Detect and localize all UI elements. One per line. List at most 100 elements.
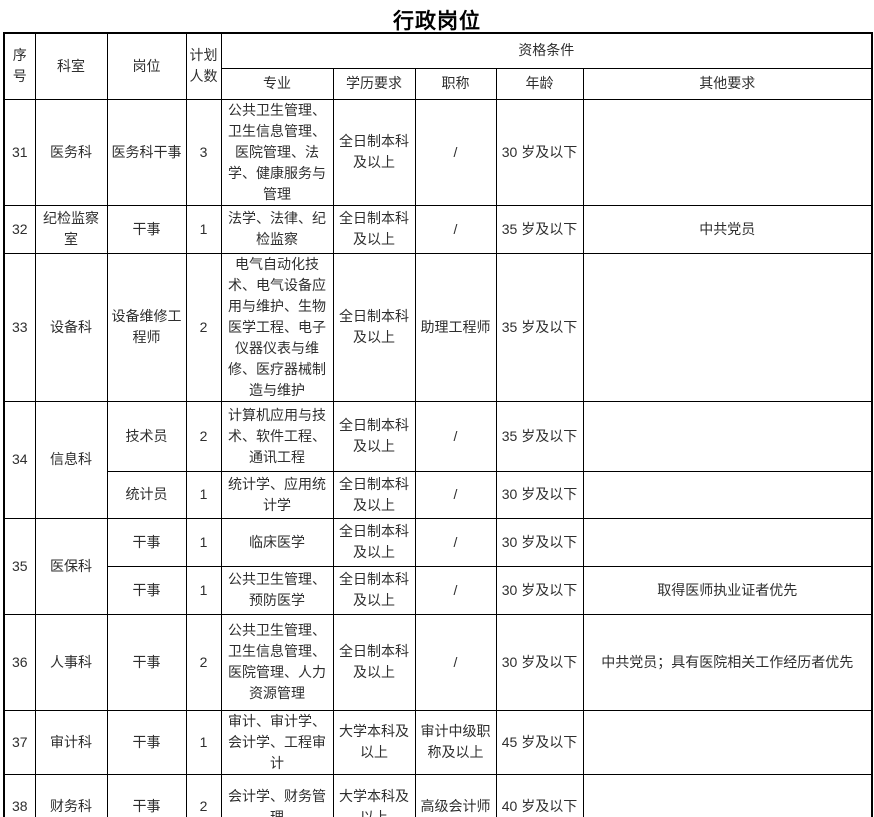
cell-headcount: 2 bbox=[185, 613, 222, 711]
col-header-job-title: 职称 bbox=[414, 67, 497, 100]
cell-position: 干事 bbox=[106, 517, 187, 567]
cell-major: 公共卫生管理、预防医学 bbox=[220, 565, 334, 615]
cell-other-requirements bbox=[582, 470, 873, 519]
cell-major: 法学、法律、纪检监察 bbox=[220, 204, 334, 254]
cell-headcount: 1 bbox=[185, 204, 222, 254]
cell-job-title: / bbox=[414, 517, 497, 567]
cell-age: 30 岁及以下 bbox=[495, 517, 584, 567]
cell-age: 40 岁及以下 bbox=[495, 773, 584, 817]
cell-age: 35 岁及以下 bbox=[495, 400, 584, 472]
cell-headcount: 2 bbox=[185, 252, 222, 402]
col-header-education: 学历要求 bbox=[332, 67, 416, 100]
cell-other-requirements bbox=[582, 98, 873, 206]
col-header-other: 其他要求 bbox=[582, 67, 873, 100]
cell-serial-number: 37 bbox=[3, 709, 36, 775]
table-row: 34 信息科 技术员 2 计算机应用与技术、软件工程、通讯工程 全日制本科及以上… bbox=[3, 400, 873, 519]
cell-position: 干事 bbox=[106, 204, 187, 254]
cell-education: 全日制本科及以上 bbox=[332, 98, 416, 206]
cell-serial-number: 34 bbox=[3, 400, 36, 519]
cell-other-requirements: 中共党员；具有医院相关工作经历者优先 bbox=[582, 613, 873, 711]
cell-major: 会计学、财务管理 bbox=[220, 773, 334, 817]
cell-job-title: 助理工程师 bbox=[414, 252, 497, 402]
table-row: 32 纪检监察室 干事 1 法学、法律、纪检监察 全日制本科及以上 / 35 岁… bbox=[3, 204, 873, 254]
cell-position: 干事 bbox=[106, 565, 187, 615]
cell-other-requirements bbox=[582, 517, 873, 567]
page-title: 行政岗位 bbox=[393, 10, 481, 33]
cell-education: 全日制本科及以上 bbox=[332, 470, 416, 519]
cell-job-title: / bbox=[414, 400, 497, 472]
col-header-serial: 序号 bbox=[3, 32, 36, 100]
table-row: 干事 1 公共卫生管理、预防医学 全日制本科及以上 / 30 岁及以下 取得医师… bbox=[4, 565, 873, 615]
cell-serial-number: 36 bbox=[3, 613, 36, 711]
col-header-major: 专业 bbox=[220, 67, 334, 100]
header-row-1: 序号 科室 岗位 计划人数 资格条件 bbox=[3, 32, 873, 100]
table-row: 35 医保科 干事 1 临床医学 全日制本科及以上 / 30 岁及以下 bbox=[3, 517, 873, 615]
cell-headcount: 1 bbox=[185, 565, 222, 615]
cell-education: 全日制本科及以上 bbox=[332, 613, 416, 711]
cell-headcount: 1 bbox=[185, 709, 222, 775]
cell-job-title: / bbox=[414, 98, 497, 206]
table-row: 37 审计科 干事 1 审计、审计学、会计学、工程审计 大学本科及以上 审计中级… bbox=[3, 709, 873, 775]
cell-education: 大学本科及以上 bbox=[332, 709, 416, 775]
cell-education: 全日制本科及以上 bbox=[332, 400, 416, 472]
table-row: 统计员 1 统计学、应用统计学 全日制本科及以上 / 30 岁及以下 bbox=[4, 470, 873, 519]
cell-other-requirements: 取得医师执业证者优先 bbox=[582, 565, 873, 615]
cell-major: 临床医学 bbox=[220, 517, 334, 567]
cell-other-requirements bbox=[582, 400, 873, 472]
cell-position: 设备维修工程师 bbox=[106, 252, 187, 402]
cell-position: 干事 bbox=[106, 709, 187, 775]
col-header-age: 年龄 bbox=[495, 67, 584, 100]
cell-department: 人事科 bbox=[34, 613, 108, 711]
cell-department: 医保科 bbox=[34, 517, 108, 615]
cell-headcount: 1 bbox=[185, 517, 222, 567]
cell-headcount: 2 bbox=[185, 773, 222, 817]
cell-major: 电气自动化技术、电气设备应用与维护、生物医学工程、电子仪器仪表与维修、医疗器械制… bbox=[220, 252, 334, 402]
cell-department: 财务科 bbox=[34, 773, 108, 817]
cell-major: 计算机应用与技术、软件工程、通讯工程 bbox=[220, 400, 334, 472]
cell-age: 30 岁及以下 bbox=[495, 565, 584, 615]
cell-serial-number: 31 bbox=[3, 98, 36, 206]
cell-position: 统计员 bbox=[106, 470, 187, 519]
cell-serial-number: 35 bbox=[3, 517, 36, 615]
cell-education: 大学本科及以上 bbox=[332, 773, 416, 817]
cell-major: 公共卫生管理、卫生信息管理、医院管理、人力资源管理 bbox=[220, 613, 334, 711]
cell-education: 全日制本科及以上 bbox=[332, 517, 416, 567]
cell-job-title: / bbox=[414, 565, 497, 615]
table-row: 31 医务科 医务科干事 3 公共卫生管理、卫生信息管理、医院管理、法学、健康服… bbox=[3, 98, 873, 206]
cell-position: 技术员 bbox=[106, 400, 187, 472]
cell-other-requirements bbox=[582, 252, 873, 402]
cell-job-title: / bbox=[414, 204, 497, 254]
cell-headcount: 2 bbox=[185, 400, 222, 472]
cell-position: 干事 bbox=[106, 613, 187, 711]
cell-department: 信息科 bbox=[34, 400, 108, 519]
cell-department: 纪检监察室 bbox=[34, 204, 108, 254]
positions-table: 序号 科室 岗位 计划人数 资格条件 专业 学历要求 职称 年龄 其他要求 31… bbox=[3, 32, 874, 817]
cell-job-title: 高级会计师 bbox=[414, 773, 497, 817]
cell-education: 全日制本科及以上 bbox=[332, 252, 416, 402]
cell-position: 医务科干事 bbox=[106, 98, 187, 206]
cell-other-requirements bbox=[582, 773, 873, 817]
cell-department: 设备科 bbox=[34, 252, 108, 402]
cell-major: 公共卫生管理、卫生信息管理、医院管理、法学、健康服务与管理 bbox=[220, 98, 334, 206]
cell-age: 45 岁及以下 bbox=[495, 709, 584, 775]
cell-job-title: / bbox=[414, 613, 497, 711]
cell-other-requirements bbox=[582, 709, 873, 775]
table-row: 33 设备科 设备维修工程师 2 电气自动化技术、电气设备应用与维护、生物医学工… bbox=[3, 252, 873, 402]
cell-age: 30 岁及以下 bbox=[495, 98, 584, 206]
cell-serial-number: 33 bbox=[3, 252, 36, 402]
cell-job-title: 审计中级职称及以上 bbox=[414, 709, 497, 775]
table-row: 38 财务科 干事 2 会计学、财务管理 大学本科及以上 高级会计师 40 岁及… bbox=[3, 773, 873, 817]
cell-age: 35 岁及以下 bbox=[495, 204, 584, 254]
cell-education: 全日制本科及以上 bbox=[332, 204, 416, 254]
col-header-department: 科室 bbox=[34, 32, 108, 100]
cell-age: 30 岁及以下 bbox=[495, 613, 584, 711]
cell-major: 审计、审计学、会计学、工程审计 bbox=[220, 709, 334, 775]
cell-education: 全日制本科及以上 bbox=[332, 565, 416, 615]
cell-headcount: 1 bbox=[185, 470, 222, 519]
cell-department: 医务科 bbox=[34, 98, 108, 206]
cell-serial-number: 38 bbox=[3, 773, 36, 817]
cell-serial-number: 32 bbox=[3, 204, 36, 254]
table-row: 36 人事科 干事 2 公共卫生管理、卫生信息管理、医院管理、人力资源管理 全日… bbox=[3, 613, 873, 711]
cell-department: 审计科 bbox=[34, 709, 108, 775]
